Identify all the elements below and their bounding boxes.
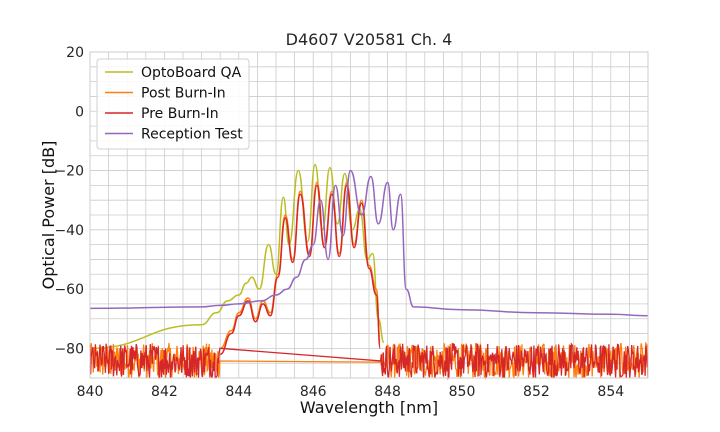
legend: OptoBoard QA Post Burn-In Pre Burn-In Recep… (96, 58, 250, 150)
y-tick-label: 0 (75, 104, 84, 120)
x-axis-label: Wavelength [nm] (300, 398, 438, 417)
x-tick-label: 844 (225, 384, 252, 400)
series-line (219, 184, 381, 356)
y-axis-label: Optical Power [dB] (39, 141, 58, 290)
x-tick-label: 846 (300, 384, 327, 400)
x-tick-label: 842 (151, 384, 178, 400)
series-noise (89, 342, 649, 381)
y-tick-labels: 20 0 −20 −40 −60 −80 (54, 45, 84, 357)
series-layer (89, 163, 649, 381)
legend-label: Post Burn-In (141, 86, 226, 102)
y-tick-label: 20 (66, 45, 84, 61)
series-reception-test (89, 169, 649, 317)
x-tick-label: 840 (77, 384, 104, 400)
x-tick-label: 850 (449, 384, 476, 400)
x-tick-label: 852 (523, 384, 550, 400)
chart-title: D4607 V20581 Ch. 4 (286, 30, 453, 49)
legend-box (96, 58, 250, 150)
x-tick-labels: 840 842 844 846 848 850 852 854 (77, 384, 625, 400)
plot-frame (89, 51, 649, 379)
x-tick-label: 854 (597, 384, 624, 400)
series-pre-burn-in (89, 184, 649, 381)
series-line (89, 169, 649, 317)
y-tick-label: −20 (54, 164, 84, 180)
legend-label: OptoBoard QA (141, 65, 242, 81)
y-tick-label: −40 (54, 223, 84, 239)
x-tick-label: 848 (374, 384, 401, 400)
legend-label: Pre Burn-In (141, 106, 219, 122)
legend-label: Reception Test (141, 127, 243, 143)
y-tick-label: −60 (54, 282, 84, 298)
y-tick-label: −80 (54, 341, 84, 357)
